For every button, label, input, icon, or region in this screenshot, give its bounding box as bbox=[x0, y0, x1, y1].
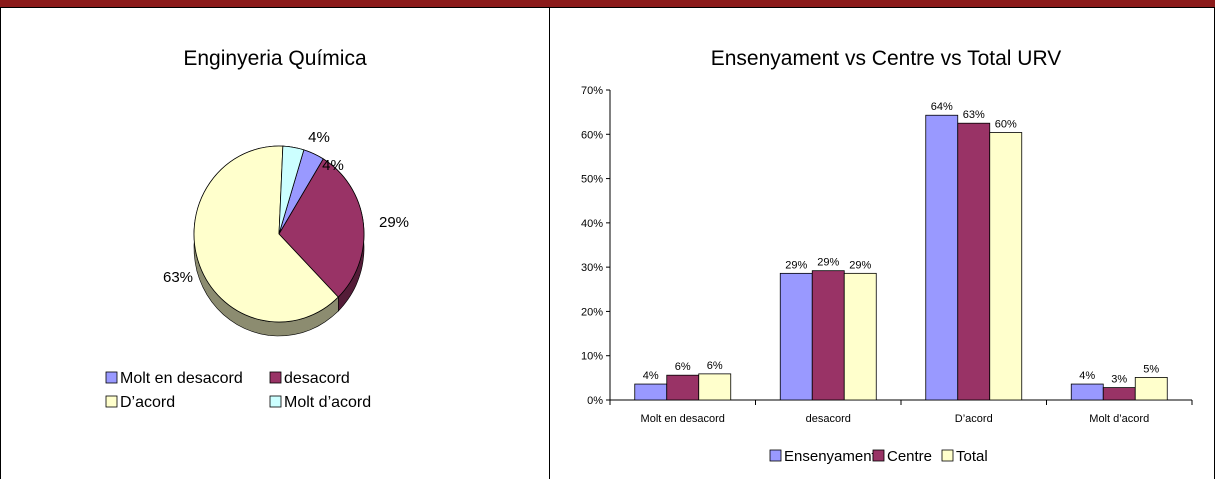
y-tick-label: 40% bbox=[581, 218, 603, 230]
pie-data-label: 63% bbox=[163, 269, 193, 286]
pie-slice-molt-d-acord bbox=[278, 145, 305, 235]
bar-legend-label: Centre bbox=[887, 448, 932, 465]
x-tick-label: desacord bbox=[806, 413, 851, 425]
y-tick-label: 30% bbox=[581, 262, 603, 274]
bar-data-label: 60% bbox=[995, 119, 1017, 131]
pie-legend-swatch bbox=[269, 371, 282, 384]
pie-data-label: 4% bbox=[322, 157, 344, 174]
pie-data-label: 29% bbox=[379, 214, 409, 231]
bar-legend: Ensenyament Centre Total bbox=[769, 448, 988, 465]
bar-total-molt-d-acord bbox=[1134, 377, 1168, 401]
y-tick-label: 60% bbox=[581, 129, 603, 141]
bar-centre-molt-d-acord bbox=[1102, 387, 1136, 401]
bar-total-molt-en-desacord bbox=[698, 373, 732, 401]
bar-centre-d-acord bbox=[957, 122, 991, 401]
pie-data-label: 4% bbox=[308, 129, 330, 146]
bar-data-label: 29% bbox=[817, 257, 839, 269]
bar-bars bbox=[634, 114, 1168, 401]
bar-data-labels: 4% 6% 6% 29% 29% 29% 64% 63% 60% 4% 3% 5% bbox=[643, 101, 1160, 385]
pie-chart-panel: Enginyeria Química 4% 29% 63% 4% Molt en de… bbox=[0, 8, 550, 479]
bar-data-label: 29% bbox=[849, 259, 871, 271]
x-tick-label: Molt d’acord bbox=[1089, 413, 1149, 425]
bar-data-label: 63% bbox=[963, 109, 985, 121]
bar-centre-desacord bbox=[811, 270, 845, 401]
bar-ensenyament-molt-d-acord bbox=[1070, 383, 1104, 401]
bar-chart-title: Ensenyament vs Centre vs Total URV bbox=[711, 47, 1062, 70]
bar-ensenyament-molt-en-desacord bbox=[634, 383, 668, 401]
bar-data-label: 6% bbox=[675, 361, 691, 373]
bar-legend-swatch bbox=[872, 449, 885, 462]
y-tick-label: 50% bbox=[581, 174, 603, 186]
bar-data-label: 4% bbox=[643, 370, 659, 382]
pie-slice-d-acord bbox=[193, 145, 339, 323]
bar-data-label: 64% bbox=[931, 101, 953, 113]
y-tick-label: 10% bbox=[581, 351, 603, 363]
bar-total-d-acord bbox=[989, 132, 1023, 401]
bar-chart: Ensenyament vs Centre vs Total URV 0% 10%… bbox=[581, 47, 1193, 465]
bar-chart-panel: Ensenyament vs Centre vs Total URV 0% 10%… bbox=[549, 8, 1215, 479]
bar-data-label: 29% bbox=[785, 259, 807, 271]
bar-data-label: 5% bbox=[1143, 363, 1159, 375]
pie-legend-label: Molt d’acord bbox=[284, 394, 371, 411]
header-divider bbox=[0, 7, 1215, 8]
y-tick-label: 70% bbox=[581, 85, 603, 97]
pie-chart-title: Enginyeria Química bbox=[183, 47, 367, 70]
pie-legend-label: desacord bbox=[284, 370, 350, 387]
bar-legend-label: Ensenyament bbox=[784, 448, 877, 465]
header-bar bbox=[0, 0, 1215, 7]
bar-legend-label: Total bbox=[956, 448, 988, 465]
pie-legend-swatch bbox=[105, 371, 118, 384]
pie-legend-label: D’acord bbox=[120, 394, 175, 411]
pie-legend: Molt en desacord desacord D’acord Molt d’ac… bbox=[105, 370, 371, 411]
bar-centre-molt-en-desacord bbox=[666, 374, 700, 401]
x-tick-label: Molt en desacord bbox=[641, 413, 725, 425]
bar-ensenyament-desacord bbox=[779, 272, 813, 401]
bar-data-label: 3% bbox=[1111, 374, 1127, 386]
bar-legend-swatch bbox=[941, 449, 954, 462]
pie-legend-swatch bbox=[269, 395, 282, 408]
bar-axes: 0% 10% 20% 30% 40% 50% 60% 70% Molt en desacord d… bbox=[581, 85, 1193, 425]
y-tick-label: 0% bbox=[587, 395, 603, 407]
x-tick-label: D’acord bbox=[955, 413, 993, 425]
bar-legend-swatch bbox=[769, 449, 782, 462]
bar-ensenyament-d-acord bbox=[925, 114, 959, 401]
pie-slice-desacord bbox=[278, 158, 365, 298]
pie-legend-label: Molt en desacord bbox=[120, 370, 243, 387]
bar-total-desacord bbox=[843, 272, 877, 401]
bar-data-label: 6% bbox=[707, 360, 723, 372]
pie-labels: 4% 29% 63% 4% bbox=[163, 129, 409, 286]
y-tick-label: 20% bbox=[581, 306, 603, 318]
bar-data-label: 4% bbox=[1079, 370, 1095, 382]
pie-legend-swatch bbox=[105, 395, 118, 408]
pie-chart: Enginyeria Química 4% 29% 63% 4% Molt en de… bbox=[105, 47, 409, 411]
pie-slices bbox=[193, 145, 365, 323]
